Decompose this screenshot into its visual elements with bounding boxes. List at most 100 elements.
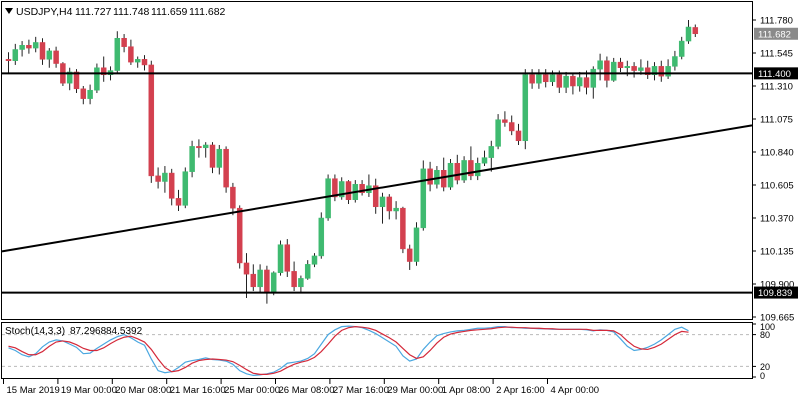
- ohlc-high: 111.748: [113, 6, 150, 18]
- candle-body: [318, 217, 325, 257]
- bearish-candle: [209, 142, 216, 174]
- bullish-candle: [366, 174, 372, 197]
- candle-body: [12, 49, 19, 61]
- candle-body: [291, 271, 297, 288]
- candle-body: [468, 160, 474, 177]
- candle-body: [148, 64, 155, 177]
- bullish-candle: [481, 150, 488, 167]
- bullish-candle: [638, 59, 644, 75]
- trendline: [1, 124, 753, 253]
- candle-body: [216, 148, 223, 168]
- candle-body: [298, 278, 304, 288]
- candle-body: [658, 66, 665, 77]
- candle-body: [121, 38, 127, 47]
- bearish-candle: [359, 180, 365, 196]
- stoch-d-value: 84.5392: [106, 326, 143, 337]
- stochastic-lines: [8, 325, 689, 377]
- candle-body: [590, 68, 597, 88]
- candle-body: [277, 244, 284, 274]
- bullish-candle: [12, 43, 19, 65]
- bullish-candle: [46, 48, 53, 68]
- bullish-candle: [590, 66, 597, 99]
- bearish-candle: [440, 157, 447, 192]
- bullish-candle: [610, 57, 617, 82]
- candle-body: [522, 74, 529, 142]
- resistance-level-label: 111.400: [758, 69, 791, 80]
- time-tick-label: 20 Mar 08:00: [115, 385, 171, 396]
- candle-body: [134, 59, 141, 63]
- candle-body: [665, 66, 671, 77]
- bearish-candle: [400, 206, 406, 254]
- stoch-panel-frame: [1, 322, 753, 379]
- candle-body: [570, 75, 576, 87]
- candle-body: [454, 162, 461, 181]
- bearish-candle: [236, 205, 243, 269]
- candle-body: [338, 181, 345, 198]
- candle-body: [209, 144, 216, 168]
- price-tick-label: 110.370: [760, 214, 794, 225]
- candle-body: [202, 144, 209, 149]
- bearish-candle: [243, 253, 250, 299]
- candle-body: [155, 175, 161, 182]
- time-tick-label: 15 Mar 2019: [7, 385, 60, 396]
- resistance-level-tag: [754, 67, 798, 80]
- dropdown-triangle-icon[interactable]: [5, 8, 13, 14]
- bearish-candle: [604, 56, 610, 88]
- candle-body: [73, 71, 80, 90]
- bearish-candle: [617, 57, 624, 72]
- bullish-candle: [495, 114, 501, 150]
- bearish-candle: [196, 139, 202, 158]
- candle-body: [5, 59, 12, 61]
- bearish-candle: [100, 56, 107, 82]
- bullish-candle: [304, 260, 311, 280]
- bullish-candle: [325, 174, 331, 221]
- bullish-candle: [665, 59, 671, 79]
- bearish-candle: [692, 24, 699, 37]
- candle-body: [597, 60, 603, 70]
- bullish-candle: [189, 140, 195, 178]
- candle-body: [563, 75, 569, 88]
- bullish-candle: [672, 50, 678, 71]
- candle-body: [672, 56, 678, 67]
- bullish-candle: [678, 36, 685, 60]
- bearish-candle: [502, 111, 508, 127]
- bullish-candle: [66, 67, 73, 91]
- candle-body: [678, 40, 685, 57]
- bullish-candle: [32, 36, 39, 53]
- candle-body: [474, 162, 481, 177]
- candle-body: [638, 67, 644, 71]
- bullish-candle: [420, 160, 427, 231]
- candle-body: [345, 181, 352, 200]
- bullish-candle: [651, 62, 658, 81]
- bearish-candle: [658, 60, 665, 82]
- stoch-tick-label: 80: [760, 330, 770, 340]
- bearish-candle: [372, 178, 379, 214]
- bearish-candle: [291, 261, 297, 292]
- price-tick-label: 109.900: [760, 280, 794, 291]
- bullish-candle: [298, 275, 304, 293]
- stoch-tick-label: 100: [760, 322, 775, 332]
- candle-body: [610, 61, 617, 81]
- candle-body: [427, 168, 433, 185]
- bullish-candle: [19, 41, 25, 57]
- candle-body: [651, 66, 658, 76]
- candle-body: [196, 146, 202, 149]
- bullish-candle: [338, 177, 345, 200]
- candle-body: [128, 46, 134, 63]
- candle-body: [379, 196, 386, 208]
- bullish-candle: [134, 56, 141, 68]
- bearish-candle: [141, 55, 148, 71]
- ohlc-close: 111.682: [189, 6, 226, 18]
- bullish-candle: [536, 69, 542, 89]
- candle-body: [87, 89, 93, 99]
- bullish-candle: [94, 63, 100, 94]
- candle-body: [114, 38, 121, 71]
- time-tick-label: 2 Apr 16:00: [496, 385, 545, 396]
- bullish-candle: [379, 192, 386, 224]
- bullish-candle: [474, 157, 481, 181]
- candle-body: [556, 74, 563, 88]
- current-price-tag: [754, 27, 798, 40]
